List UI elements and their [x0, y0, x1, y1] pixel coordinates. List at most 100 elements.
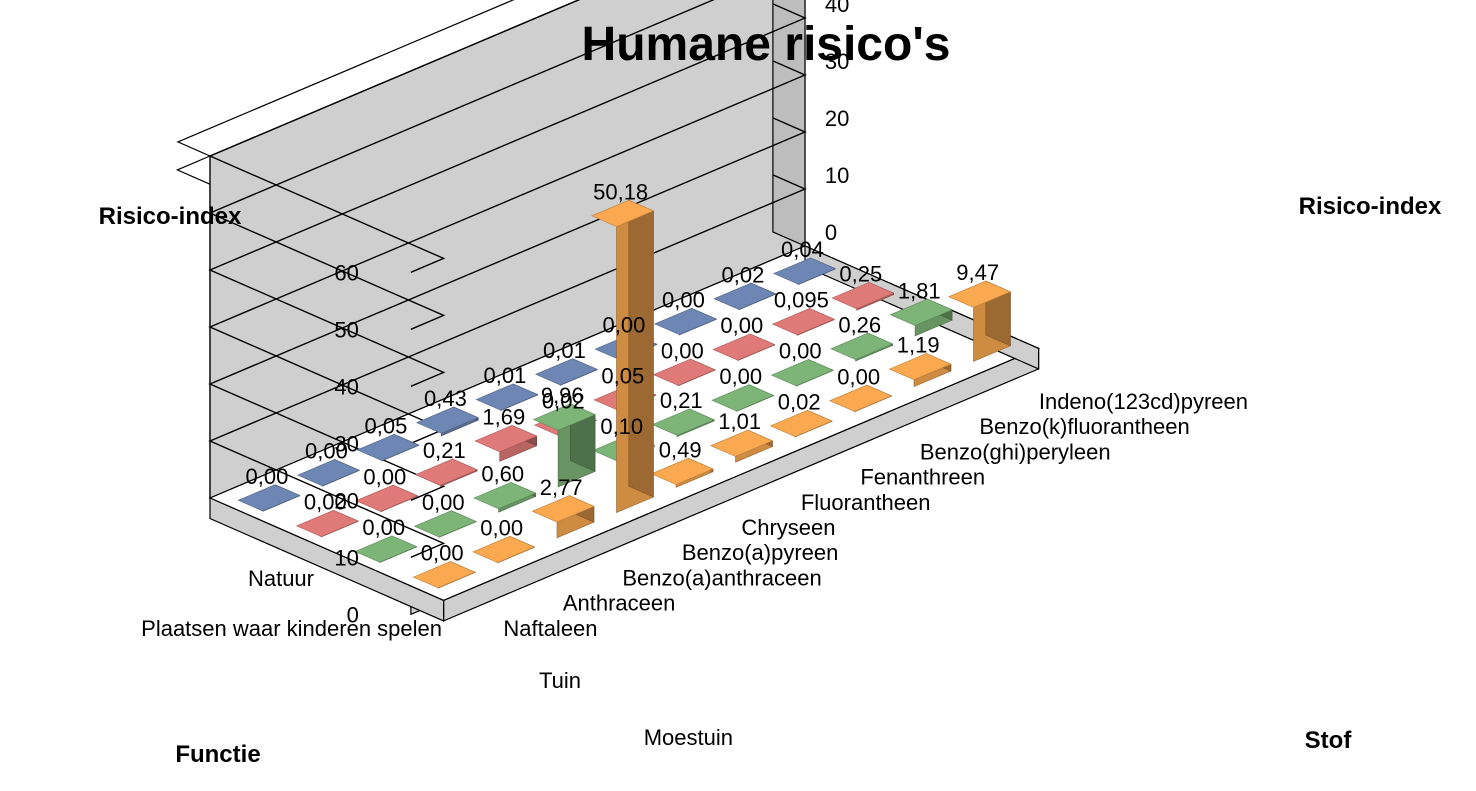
z-tick-label-right: 10 — [825, 163, 849, 188]
bar-top-face — [711, 384, 775, 412]
bar-side-face — [628, 199, 654, 498]
z-axis-label-right: Risico-index — [1299, 193, 1442, 220]
data-label: 0,00 — [421, 541, 464, 566]
chart-labels: 001010202030304040505060600,040,020,000,… — [141, 0, 1248, 750]
data-label: 0,01 — [543, 338, 586, 363]
data-label: 0,02 — [722, 262, 765, 287]
bar-top-face — [296, 459, 360, 487]
bar — [473, 481, 537, 513]
bar — [474, 424, 538, 462]
bar-top-face — [651, 408, 715, 436]
z-tick-label-left: 10 — [334, 545, 358, 570]
data-label: 0,00 — [661, 338, 704, 363]
bar-top-face — [889, 298, 953, 326]
bar-top-face — [531, 495, 595, 523]
data-label: 0,10 — [600, 414, 643, 439]
bar — [296, 459, 360, 487]
data-label: 1,19 — [897, 333, 940, 358]
data-label: 0,21 — [660, 388, 703, 413]
data-label: 0,00 — [720, 313, 763, 338]
z-tick-label-right: 30 — [825, 49, 849, 74]
z-tick-label-left: 30 — [334, 431, 358, 456]
bar-top-face — [237, 484, 301, 512]
bar-top-face — [413, 510, 477, 538]
z-tick-label-left: 50 — [334, 317, 358, 342]
bar — [354, 535, 418, 564]
data-label: 0,00 — [480, 515, 523, 540]
bar — [415, 406, 479, 437]
bar-top-face — [713, 282, 777, 310]
data-label: 1,69 — [482, 405, 525, 430]
data-label: 0,00 — [603, 313, 646, 338]
z-axis-label-left: Risico-index — [99, 203, 242, 230]
data-label: 0,02 — [778, 389, 821, 414]
data-label: 0,00 — [363, 464, 406, 489]
z-tick-label-right: 40 — [825, 0, 849, 17]
bar — [650, 457, 714, 488]
z-tick-label-left: 60 — [334, 260, 358, 285]
data-label: 0,21 — [423, 438, 466, 463]
data-label: 0,05 — [601, 363, 644, 388]
bar — [651, 408, 715, 438]
data-label: 0,01 — [484, 363, 527, 388]
bar-top-face — [772, 257, 836, 285]
bar — [356, 433, 420, 462]
bar — [888, 352, 952, 388]
bar — [653, 307, 717, 336]
function-tick-label: Tuin — [539, 668, 581, 693]
bar-top-face — [710, 429, 774, 457]
substance-tick-label: Anthraceen — [563, 591, 676, 616]
data-label: 50,18 — [593, 179, 648, 204]
back-right-wall-top — [176, 0, 580, 157]
data-label: 0,60 — [481, 462, 524, 487]
data-label: 0,00 — [362, 515, 405, 540]
bar-top-face — [295, 509, 359, 537]
bar — [414, 458, 478, 488]
bar — [531, 495, 595, 539]
substance-tick-label: Naftaleen — [503, 616, 597, 641]
function-tick-label: Moestuin — [644, 725, 733, 750]
bar-top-face — [712, 333, 776, 361]
bar-top-face — [475, 383, 539, 411]
x-axis-label: Stof — [1305, 727, 1353, 754]
bar-top-face — [650, 457, 714, 485]
bar — [591, 199, 655, 514]
data-label: 2,77 — [540, 475, 583, 500]
function-tick-label: Plaatsen waar kinderen spelen — [141, 616, 442, 641]
bar-top-face — [771, 308, 835, 336]
data-label: 0,43 — [424, 386, 467, 411]
bar — [829, 384, 893, 413]
data-label: 0,02 — [542, 389, 585, 414]
chart-gridlines — [208, 0, 807, 558]
chart-bars — [237, 199, 1012, 589]
substance-tick-label: Benzo(k)fluorantheen — [979, 414, 1189, 439]
bar — [237, 484, 301, 512]
data-label: 0,00 — [719, 364, 762, 389]
back-right-wall-edge — [772, 0, 806, 247]
bar — [412, 561, 476, 589]
bar-top-face — [532, 403, 596, 431]
bar — [710, 429, 774, 463]
data-label: 0,26 — [838, 312, 881, 337]
bar-top-face — [831, 282, 895, 310]
bar — [472, 535, 536, 564]
bar — [475, 383, 539, 412]
bar — [713, 282, 777, 311]
data-label: 0,25 — [839, 262, 882, 287]
substance-tick-label: Indeno(123cd)pyreen — [1039, 389, 1248, 414]
bar — [830, 332, 894, 362]
data-label: 0,00 — [837, 364, 880, 389]
bar-top-face — [534, 358, 598, 386]
bar-top-face — [415, 406, 479, 434]
bar — [831, 281, 895, 311]
bar-top-face — [653, 307, 717, 335]
data-label: 0,00 — [779, 339, 822, 364]
data-label: 9,96 — [541, 383, 584, 408]
bar-top-face — [412, 561, 476, 589]
bar-top-face — [472, 535, 536, 563]
substance-tick-label: Chryseen — [741, 515, 835, 540]
data-label: 0,095 — [774, 288, 829, 313]
bar-top-face — [355, 484, 419, 512]
